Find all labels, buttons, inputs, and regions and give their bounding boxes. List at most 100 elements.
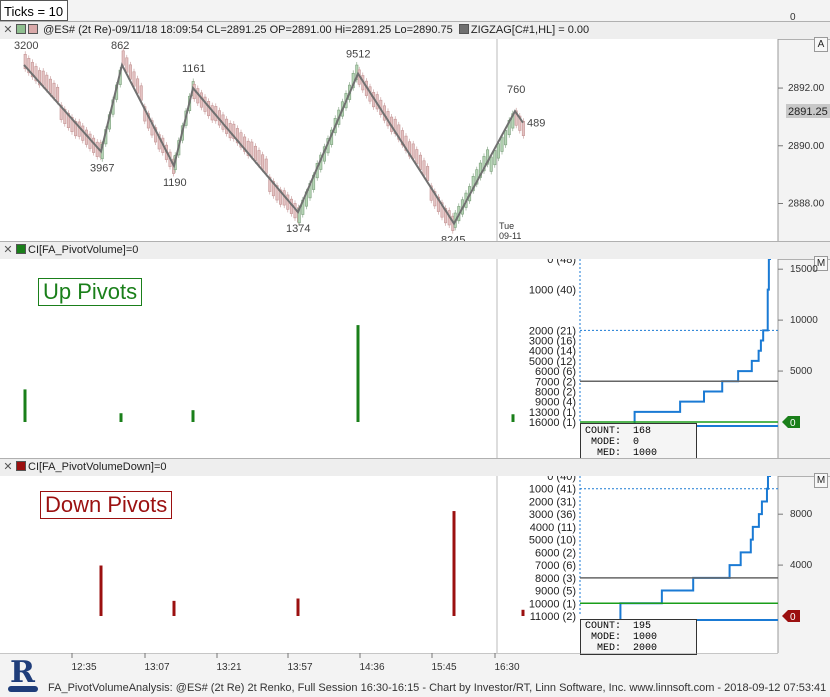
down-brick (143, 106, 147, 122)
up-brick (493, 150, 497, 166)
histogram-line (633, 259, 771, 426)
price-axis-label: 2890.00 (788, 141, 825, 152)
down-brick (45, 74, 49, 90)
pivot-volume-bar (191, 410, 195, 422)
pivot-label: 1374 (286, 223, 310, 235)
up-brick (486, 149, 490, 165)
up-stats-box: COUNT: 168 MODE: 0 MED: 1000 (580, 423, 697, 461)
volume-axis-label: 4000 (790, 560, 813, 571)
down-brick (146, 113, 150, 129)
up-pane-header[interactable]: ✕ CI[FA_PivotVolume]=0 (0, 241, 830, 260)
down-pivots-chart[interactable]: 8000 4000 11000 (2)10000 (1)9000 (5)8000 (… (0, 476, 830, 653)
down-brick (235, 128, 239, 144)
down-brick (264, 158, 268, 174)
histogram-bin-label: 0 (40) (547, 476, 576, 483)
histogram-bin-label: 4000 (14) (529, 346, 576, 358)
volume-axis-label: 10000 (790, 315, 818, 326)
down-brick (139, 85, 143, 101)
down-brick (154, 127, 158, 143)
down-pane-tag[interactable]: M (814, 473, 828, 488)
down-count-value: 195 (633, 621, 652, 632)
price-chart[interactable]: 2892.00 2890.00 2888.00 3200 3967 862 1190 1161… (0, 39, 830, 241)
down-brick (52, 82, 56, 98)
close-pane-icon[interactable]: ✕ (3, 461, 13, 473)
down-brick (415, 149, 419, 165)
down-brick (433, 191, 437, 207)
down-brick (429, 185, 433, 201)
up-brick (482, 156, 486, 172)
up-brick (478, 162, 482, 178)
down-brick (125, 57, 129, 73)
down-brick (253, 145, 257, 161)
up-brick (471, 176, 475, 192)
down-brick (271, 181, 275, 197)
down-mode-value: 1000 (633, 632, 658, 643)
down-brick (422, 160, 426, 176)
histogram-bin-label: 3000 (36) (529, 509, 576, 521)
histogram-bin-label: 6000 (2) (535, 547, 576, 559)
down-brick (268, 176, 272, 192)
pivot-label: 1161 (182, 63, 206, 75)
price-pane-header[interactable]: ✕ @ES# (2t Re)-09/11/18 18:09:54 CL=2891… (0, 21, 830, 40)
down-brick (136, 78, 140, 94)
pivot-label: 760 (507, 84, 525, 96)
date-label: 09-11 (499, 231, 521, 241)
down-brick (411, 143, 415, 159)
histogram-bin-label: 13000 (1) (529, 407, 576, 419)
pivot-label: 3200 (14, 40, 38, 52)
histogram-line (619, 476, 771, 620)
time-axis[interactable]: 12:35 13:07 13:21 13:57 14:36 15:45 16:30 (0, 653, 830, 680)
up-med-label: MED: (597, 448, 622, 459)
down-brick (150, 120, 154, 136)
pivot-label: 9512 (346, 49, 370, 61)
down-count-label: COUNT: (585, 621, 622, 632)
price-pane-tag[interactable]: A (814, 37, 828, 52)
histogram-bin-label: 2000 (21) (529, 325, 576, 337)
price-header-text: @ES# (2t Re)-09/11/18 18:09:54 CL=2891.2… (43, 24, 453, 36)
down-stats-box: COUNT: 195 MODE: 1000 MED: 2000 (580, 619, 697, 655)
zigzag-indicator-text: ZIGZAG[C#1,HL] = 0.00 (470, 24, 590, 36)
down-pivots-title: Down Pivots (40, 491, 173, 519)
down-brick (59, 104, 63, 120)
up-brick (504, 130, 508, 146)
pivot-volume-bar (296, 598, 300, 616)
time-label: 16:30 (494, 662, 519, 673)
close-pane-icon[interactable]: ✕ (3, 24, 13, 36)
histogram-bin-label: 11000 (2) (530, 611, 576, 623)
up-pane-tag[interactable]: M (814, 256, 828, 271)
histogram-bin-label: 3000 (16) (529, 336, 576, 348)
pivot-volume-bar (99, 565, 103, 616)
down-brick (70, 117, 74, 133)
down-brick (41, 70, 45, 86)
pivot-label: 1190 (163, 177, 187, 189)
up-mode-value: 0 (633, 437, 640, 448)
ticks-indicator[interactable]: Ticks = 10 (0, 0, 68, 21)
pivot-volume-bar (356, 325, 360, 422)
zigzag-swatch-icon (458, 24, 469, 34)
histogram-bin-label: 7000 (6) (535, 560, 576, 572)
close-pane-icon[interactable]: ✕ (3, 244, 13, 256)
pivot-volume-bar (119, 413, 123, 422)
down-brick (157, 134, 161, 150)
down-brick (521, 120, 525, 136)
down-brick (279, 189, 283, 205)
volume-axis-label: 5000 (790, 366, 813, 377)
down-brick (63, 108, 67, 124)
down-brick (246, 140, 250, 156)
histogram-bin-label: 4000 (11) (530, 522, 576, 534)
price-axis-label: 2892.00 (788, 83, 825, 94)
down-brick (132, 71, 136, 87)
histogram-bin-label: 1000 (41) (529, 484, 576, 496)
down-brick (56, 86, 60, 102)
down-brick (48, 78, 52, 94)
up-brick (500, 136, 504, 152)
down-brick (397, 124, 401, 140)
zero-badge-icon (782, 610, 800, 622)
up-count-label: COUNT: (585, 426, 622, 437)
zero-badge-text: 0 (790, 612, 796, 623)
down-pane-header[interactable]: ✕ CI[FA_PivotVolumeDown]=0 (0, 458, 830, 477)
histogram-bin-label: 9000 (4) (535, 397, 576, 409)
histogram-bin-label: 9000 (5) (535, 586, 576, 598)
down-brick (426, 166, 430, 182)
